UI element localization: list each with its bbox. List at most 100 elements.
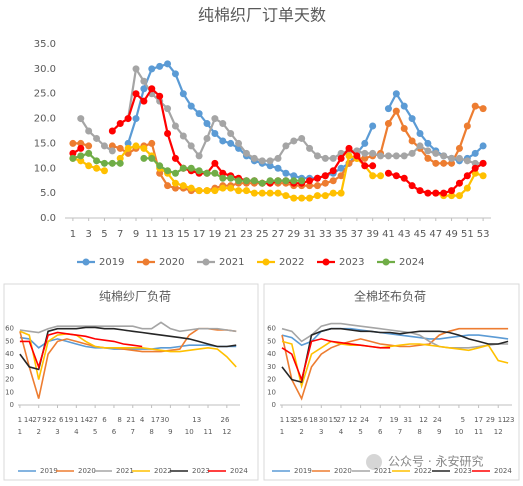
data-point (471, 164, 479, 172)
x-tick-label: 7 (131, 428, 135, 436)
data-point (266, 177, 274, 185)
y-tick-label: 50 (5, 337, 14, 345)
data-point (400, 125, 408, 133)
data-point (140, 77, 148, 85)
data-point (455, 154, 463, 162)
x-tick-label: 7 (398, 428, 402, 436)
data-point (377, 152, 385, 160)
y-tick-label: 10 (267, 388, 276, 396)
x-tick-label: 35 (335, 229, 348, 240)
x-tick-label: 9 (168, 428, 172, 436)
data-point (132, 142, 140, 150)
data-point (235, 139, 243, 147)
x-day-label: 15 (329, 416, 338, 424)
data-point (384, 120, 392, 128)
legend-label: 2019 (99, 257, 124, 268)
data-point (290, 137, 298, 145)
x-day-label: 9 (42, 416, 46, 424)
legend-label: 2020 (159, 257, 184, 268)
data-point (369, 149, 377, 157)
data-point (116, 120, 124, 128)
data-point (164, 182, 172, 190)
y-tick-label: 20 (5, 376, 14, 384)
data-point (384, 152, 392, 160)
y-tick-label: 35.0 (34, 39, 56, 50)
data-point (227, 129, 235, 137)
series-line (281, 338, 391, 383)
data-point (140, 144, 148, 152)
data-point (116, 144, 124, 152)
legend-label: 2022 (154, 467, 172, 475)
data-point (416, 129, 424, 137)
y-tick-label: 0 (272, 401, 276, 409)
data-point (337, 189, 345, 197)
data-point (203, 120, 211, 128)
data-point (219, 169, 227, 177)
data-point (164, 105, 172, 113)
data-point (132, 90, 140, 98)
x-day-label: 17 (151, 416, 160, 424)
x-tick-label: 11 (204, 428, 213, 436)
data-point (179, 90, 187, 98)
data-point (377, 172, 385, 180)
data-point (187, 142, 195, 150)
data-point (266, 162, 274, 170)
data-point (140, 85, 148, 93)
data-point (100, 159, 108, 167)
data-point (416, 187, 424, 195)
x-tick-label: 8 (149, 428, 153, 436)
legend-label: 2022 (414, 467, 432, 475)
x-tick-label: 12 (494, 428, 503, 436)
x-tick-label: 5 (93, 428, 97, 436)
y-tick-label: 50 (267, 337, 276, 345)
data-point (195, 152, 203, 160)
data-point (211, 129, 219, 137)
data-point (337, 172, 345, 180)
legend-label: 2024 (494, 467, 512, 475)
data-point (313, 152, 321, 160)
x-tick-label: 45 (414, 229, 427, 240)
y-tick-label: 15.0 (34, 138, 56, 149)
x-day-label: 29 (486, 416, 495, 424)
series-line (281, 327, 509, 347)
legend-marker (322, 258, 330, 266)
y-tick-label: 0.0 (40, 213, 56, 224)
data-point (479, 172, 487, 180)
x-tick-label: 31 (303, 229, 316, 240)
y-tick-label: 20 (267, 376, 276, 384)
data-point (313, 182, 321, 190)
data-point (408, 137, 416, 145)
data-point (384, 169, 392, 177)
data-point (164, 167, 172, 175)
data-point (179, 182, 187, 190)
data-point (187, 102, 195, 110)
x-tick-label: 15 (177, 229, 190, 240)
legend-marker (262, 258, 270, 266)
data-point (242, 187, 250, 195)
data-point (164, 60, 172, 68)
data-point (361, 162, 369, 170)
data-point (164, 129, 172, 137)
data-point (329, 189, 337, 197)
data-point (100, 142, 108, 150)
series-line (127, 65, 484, 165)
data-point (235, 177, 243, 185)
legend-label: 2019 (40, 467, 58, 475)
data-point (384, 105, 392, 113)
data-point (282, 142, 290, 150)
data-point (258, 189, 266, 197)
x-day-label: 25 (293, 416, 302, 424)
data-point (211, 115, 219, 123)
legend-label: 2022 (279, 257, 304, 268)
y-tick-label: 40 (5, 350, 14, 358)
data-point (448, 192, 456, 200)
x-tick-label: 43 (398, 229, 411, 240)
data-point (195, 167, 203, 175)
data-point (219, 184, 227, 192)
data-point (227, 174, 235, 182)
x-day-label: 1 (18, 416, 22, 424)
data-point (321, 154, 329, 162)
data-point (69, 149, 77, 157)
